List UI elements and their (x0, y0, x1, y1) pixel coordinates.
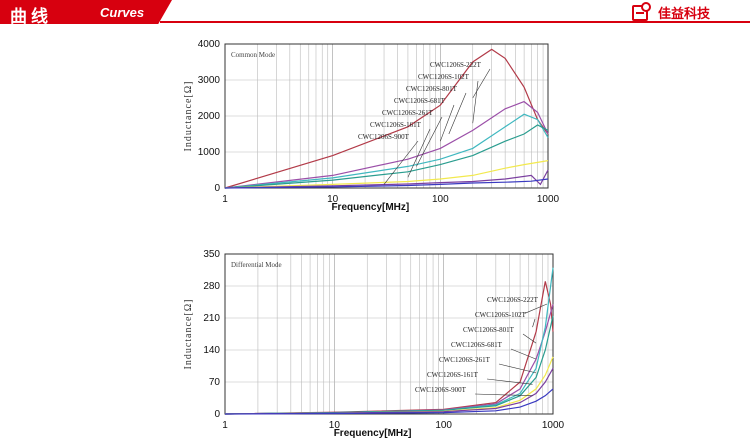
y-tick-label: 210 (203, 313, 220, 324)
x-tick-label: 1 (222, 194, 228, 205)
series-label: CWC1206S-222T (487, 296, 539, 304)
brand-name: 佳益科技 (657, 7, 710, 22)
series-label: CWC1206S-161T (427, 371, 479, 379)
header-title: 曲线 (10, 7, 52, 27)
differential-mode-chart: 1 10 100 1000 0 70 140 210 280 350 Frequency[MHz] I… (183, 249, 565, 439)
x-tick-label: 1000 (537, 194, 560, 205)
series-label: CWC1206S-900T (415, 386, 467, 394)
y-tick-label: 350 (203, 249, 220, 260)
series-label: CWC1206S-681T (394, 97, 446, 105)
series-line (224, 113, 549, 189)
x-tick-label: 100 (432, 194, 449, 205)
series-leader-line (522, 333, 537, 344)
series-leader-line (407, 128, 431, 178)
header-subtitle: Curves (100, 5, 145, 20)
series-label: CWC1206S-222T (430, 61, 482, 69)
x-tick-label: 10 (329, 420, 341, 431)
grid (225, 254, 553, 414)
series-leader-line (440, 104, 455, 142)
header-bar: 曲线 Curves 佳益科技 (0, 0, 750, 27)
mode-label: Differential Mode (231, 261, 282, 269)
series-leader-line (383, 140, 419, 185)
series-leader-line (510, 348, 537, 360)
series-leader-line (416, 116, 443, 167)
common-mode-chart: 1 10 100 1000 0 1000 2000 3000 4000 Frequency[MHz… (183, 39, 560, 213)
series-label: CWC1206S-801T (406, 85, 458, 93)
x-tick-label: 1 (222, 420, 228, 431)
series-label: CWC1206S-801T (463, 326, 515, 334)
y-tick-label: 70 (209, 377, 221, 388)
series-line (224, 124, 549, 189)
series-line (224, 368, 554, 415)
x-tick-label: 10 (327, 194, 339, 205)
y-axis-title: Inductance[Ω] (183, 299, 194, 370)
plot-frame (224, 253, 554, 415)
y-tick-label: 1000 (198, 147, 221, 158)
series-leader-line (486, 378, 533, 385)
series-label: CWC1206S-102T (418, 73, 470, 81)
series-line (224, 160, 549, 189)
x-tick-label: 100 (435, 420, 452, 431)
y-tick-label: 280 (203, 281, 220, 292)
mode-label: Common Mode (231, 51, 275, 59)
series-leader-line (474, 393, 533, 397)
plot-frame (224, 43, 549, 189)
y-tick-label: 3000 (198, 75, 221, 86)
header-banner (0, 0, 172, 24)
series-label: CWC1206S-261T (439, 356, 491, 364)
series-label: CWC1206S-102T (475, 311, 527, 319)
series-leader-line (448, 92, 467, 135)
header-divider (160, 21, 750, 23)
series-label: CWC1206S-161T (370, 121, 422, 129)
y-tick-label: 140 (203, 345, 220, 356)
brand-logo-icon (631, 1, 651, 21)
series-line (224, 356, 554, 415)
series-label: CWC1206S-261T (382, 109, 434, 117)
series-label: CWC1206S-900T (358, 133, 410, 141)
x-axis-title: Frequency[MHz] (331, 202, 409, 213)
series-leader-line (524, 303, 548, 314)
x-tick-label: 1000 (542, 420, 565, 431)
y-tick-label: 0 (214, 409, 220, 420)
y-tick-label: 4000 (198, 39, 221, 50)
series-line (224, 267, 554, 415)
series-line (224, 304, 554, 415)
series-leader-line (472, 80, 479, 124)
y-axis-title: Inductance[Ω] (183, 81, 194, 152)
series-line (224, 178, 549, 189)
y-tick-label: 0 (214, 183, 220, 194)
series-line (224, 100, 549, 189)
grid (225, 44, 548, 188)
series-leader-line (532, 318, 536, 328)
series-line (224, 48, 549, 189)
y-tick-label: 2000 (198, 111, 221, 122)
brand: 佳益科技 (631, 1, 710, 22)
series-leader-line (498, 363, 537, 374)
series-line (224, 169, 549, 189)
series-line (224, 388, 554, 415)
series-leader-line (472, 68, 491, 99)
x-axis-title: Frequency[MHz] (334, 428, 412, 439)
series-label: CWC1206S-681T (451, 341, 503, 349)
